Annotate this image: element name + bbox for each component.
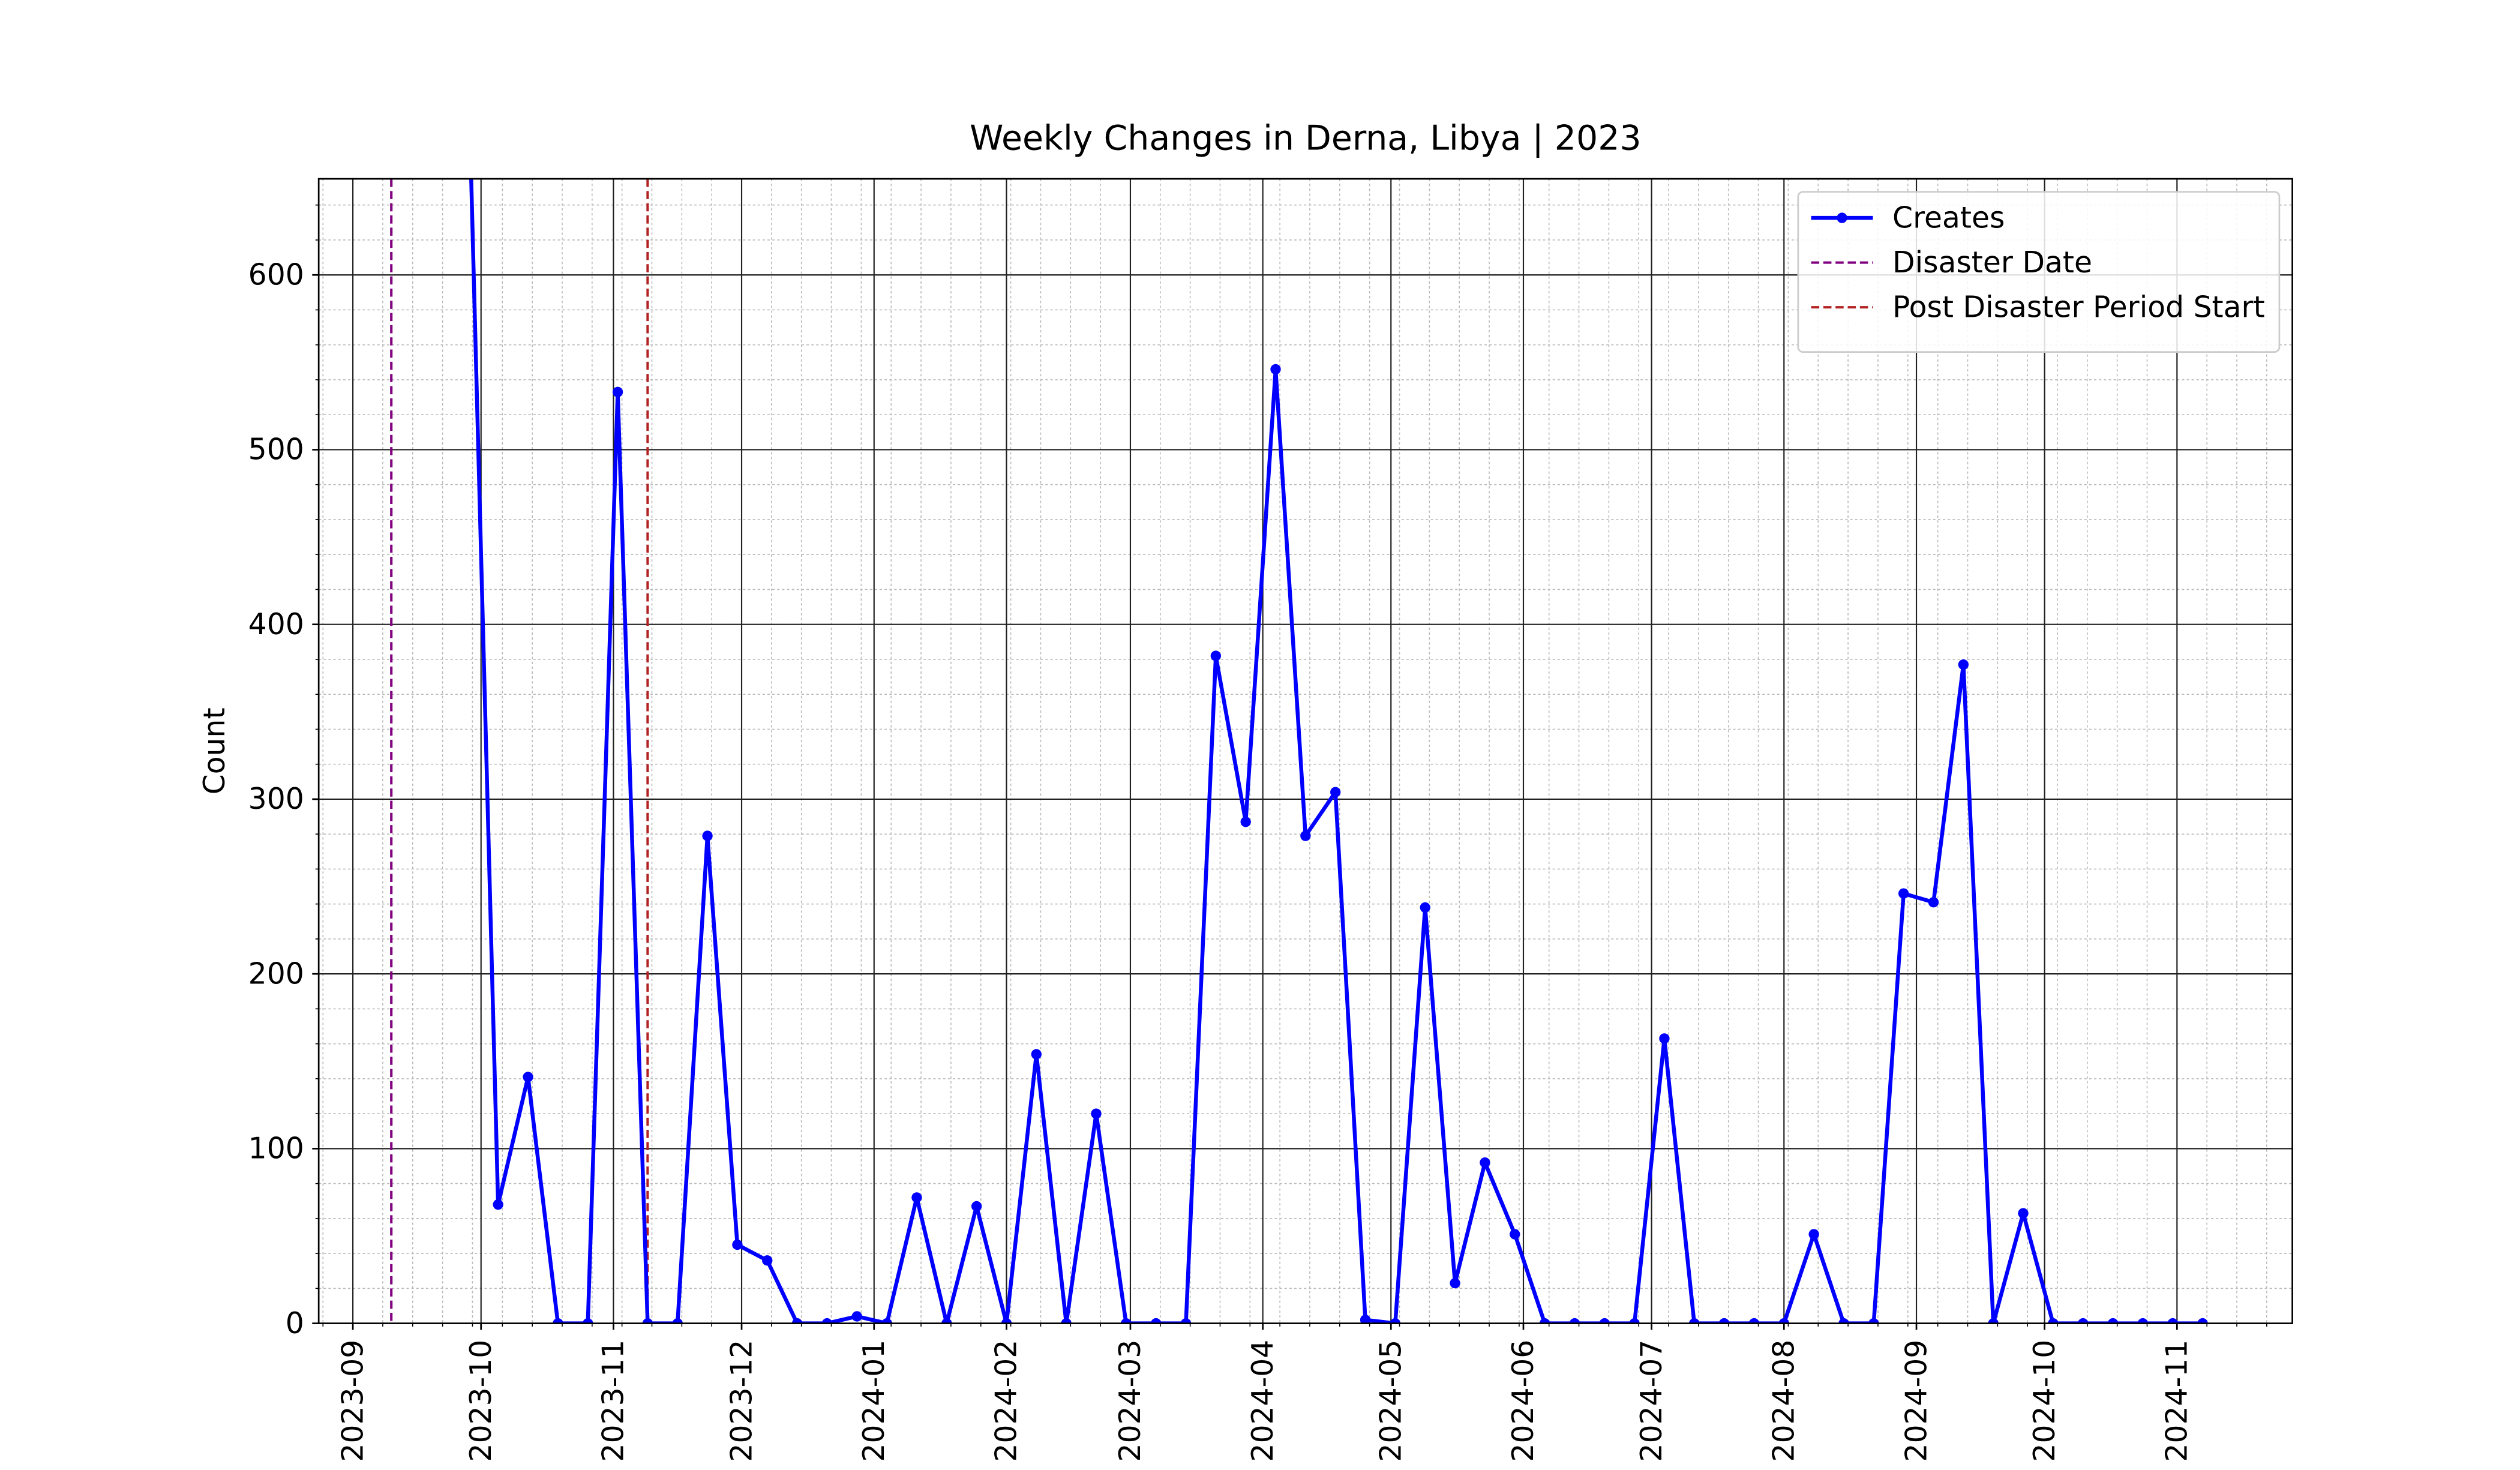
plot-area <box>463 60 2208 1324</box>
legend-marker <box>1837 212 1847 223</box>
x-tick-label: 2024-02 <box>989 1340 1024 1462</box>
data-point <box>2078 1318 2089 1324</box>
data-point <box>1958 659 1969 670</box>
x-tick-label: 2023-11 <box>596 1340 631 1462</box>
y-tick-label: 0 <box>286 1306 304 1340</box>
data-point <box>941 1318 952 1324</box>
data-point <box>1240 817 1251 827</box>
x-tick-label: 2024-10 <box>2027 1340 2062 1462</box>
y-tick-label: 600 <box>248 257 304 292</box>
legend-box <box>1797 191 2281 353</box>
data-point <box>1420 902 1430 913</box>
data-point <box>702 830 713 841</box>
data-point <box>821 1318 833 1324</box>
x-tick-label: 2024-03 <box>1113 1340 1147 1462</box>
data-point <box>1360 1315 1371 1324</box>
plot-frame <box>317 178 2293 1324</box>
legend-label: Disaster Date <box>1892 245 2092 280</box>
data-point <box>1599 1318 1610 1324</box>
data-point <box>583 1318 593 1324</box>
data-point <box>1569 1318 1580 1324</box>
data-point <box>1748 1318 1760 1324</box>
data-point <box>851 1311 862 1322</box>
data-point <box>1061 1318 1072 1324</box>
data-point <box>1091 1108 1102 1119</box>
data-point <box>1001 1318 1012 1324</box>
data-point <box>1330 787 1341 797</box>
y-tick-label: 200 <box>248 956 304 991</box>
data-point <box>642 1318 653 1324</box>
data-point <box>1300 830 1311 841</box>
y-tick-label: 400 <box>248 607 304 641</box>
y-tick-label: 500 <box>248 433 304 467</box>
data-point <box>1210 650 1222 661</box>
legend-label: Post Disaster Period Start <box>1892 290 2265 324</box>
data-point <box>791 1318 803 1324</box>
data-point <box>1838 1318 1849 1324</box>
data-point <box>1031 1049 1042 1060</box>
data-point <box>1928 897 1939 908</box>
data-point <box>1689 1318 1700 1324</box>
data-point <box>971 1201 982 1212</box>
y-tick-label: 300 <box>248 782 304 816</box>
x-tick-label: 2023-09 <box>335 1340 370 1462</box>
data-point <box>1988 1318 1999 1324</box>
data-point <box>493 1199 503 1210</box>
data-point <box>2048 1318 2059 1324</box>
data-point <box>1868 1318 1879 1324</box>
data-point <box>1480 1157 1490 1168</box>
data-point <box>1898 888 1909 899</box>
x-tick-label: 2024-05 <box>1374 1340 1408 1462</box>
x-tick-label: 2023-10 <box>464 1340 498 1462</box>
data-point <box>1778 1318 1789 1324</box>
data-point <box>2137 1318 2149 1324</box>
x-tick-label: 2024-06 <box>1506 1340 1540 1462</box>
data-point <box>2197 1318 2208 1324</box>
x-tick-label: 2023-12 <box>724 1340 758 1462</box>
x-tick-label: 2024-01 <box>857 1340 891 1462</box>
x-tick-label: 2024-09 <box>1899 1340 1933 1462</box>
data-point <box>1510 1229 1520 1240</box>
data-point <box>523 1072 533 1082</box>
data-point <box>911 1192 922 1203</box>
data-point <box>672 1318 683 1324</box>
x-tick-label: 2024-07 <box>1634 1340 1669 1462</box>
y-axis-label: Count <box>197 707 232 794</box>
data-point <box>1718 1318 1730 1324</box>
data-point <box>1659 1033 1670 1044</box>
data-point <box>463 60 473 70</box>
data-point <box>1808 1229 1819 1240</box>
data-point <box>1629 1318 1640 1324</box>
data-point <box>1121 1318 1132 1324</box>
x-tick-label: 2024-04 <box>1246 1340 1280 1462</box>
data-point <box>2018 1208 2029 1219</box>
data-point <box>762 1255 773 1266</box>
data-point <box>2167 1318 2178 1324</box>
data-point <box>881 1318 892 1324</box>
data-point <box>1539 1318 1550 1324</box>
y-tick-label: 100 <box>248 1132 304 1166</box>
x-tick-label: 2024-08 <box>1767 1340 1801 1462</box>
data-point <box>1180 1318 1192 1324</box>
legend-label: Creates <box>1892 200 2005 235</box>
data-point <box>2107 1318 2119 1324</box>
data-point <box>1450 1277 1460 1289</box>
x-tick-label: 2024-11 <box>2160 1340 2194 1462</box>
data-point <box>1151 1318 1162 1324</box>
data-point <box>1270 364 1281 375</box>
data-point <box>612 386 623 398</box>
data-point <box>732 1239 743 1250</box>
chart-title: Weekly Changes in Derna, Libya | 2023 <box>970 118 1641 158</box>
data-point <box>1390 1318 1401 1324</box>
data-point <box>553 1318 563 1324</box>
